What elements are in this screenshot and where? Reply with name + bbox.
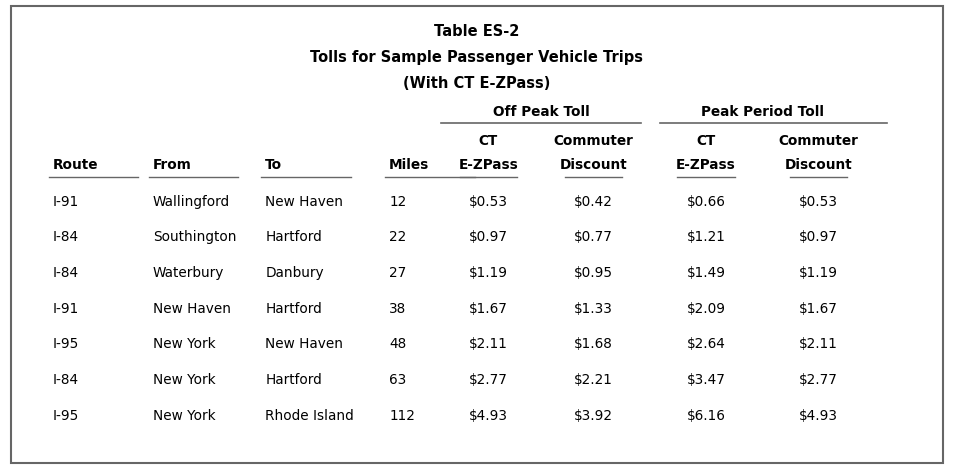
Text: Peak Period Toll: Peak Period Toll	[700, 105, 822, 119]
Text: $1.33: $1.33	[574, 302, 612, 316]
Text: $2.21: $2.21	[574, 373, 612, 387]
Text: $2.11: $2.11	[469, 337, 507, 351]
Text: I-84: I-84	[52, 373, 78, 387]
Text: Miles: Miles	[389, 158, 429, 172]
Text: Table ES-2: Table ES-2	[434, 24, 519, 39]
FancyBboxPatch shape	[11, 6, 942, 463]
Text: I-91: I-91	[52, 302, 79, 316]
Text: $3.92: $3.92	[574, 408, 612, 423]
Text: $0.95: $0.95	[573, 266, 613, 280]
Text: $1.67: $1.67	[799, 302, 837, 316]
Text: Hartford: Hartford	[265, 373, 321, 387]
Text: $4.93: $4.93	[469, 408, 507, 423]
Text: E-ZPass: E-ZPass	[458, 158, 517, 172]
Text: New Haven: New Haven	[265, 195, 343, 209]
Text: To: To	[265, 158, 282, 172]
Text: Route: Route	[52, 158, 98, 172]
Text: E-ZPass: E-ZPass	[676, 158, 735, 172]
Text: $2.64: $2.64	[686, 337, 724, 351]
Text: 12: 12	[389, 195, 406, 209]
Text: (With CT E-ZPass): (With CT E-ZPass)	[403, 76, 550, 91]
Text: $2.09: $2.09	[686, 302, 724, 316]
Text: $1.19: $1.19	[469, 266, 507, 280]
Text: $1.21: $1.21	[686, 230, 724, 244]
Text: $6.16: $6.16	[686, 408, 724, 423]
Text: 48: 48	[389, 337, 406, 351]
Text: $0.97: $0.97	[799, 230, 837, 244]
Text: 27: 27	[389, 266, 406, 280]
Text: New Haven: New Haven	[265, 337, 343, 351]
Text: I-95: I-95	[52, 337, 79, 351]
Text: Hartford: Hartford	[265, 230, 321, 244]
Text: Tolls for Sample Passenger Vehicle Trips: Tolls for Sample Passenger Vehicle Trips	[310, 50, 643, 65]
Text: Discount: Discount	[558, 158, 627, 172]
Text: Southington: Southington	[152, 230, 236, 244]
Text: Hartford: Hartford	[265, 302, 321, 316]
Text: Rhode Island: Rhode Island	[265, 408, 354, 423]
Text: Commuter: Commuter	[778, 134, 858, 148]
Text: New Haven: New Haven	[152, 302, 231, 316]
Text: New York: New York	[152, 337, 215, 351]
Text: $2.77: $2.77	[469, 373, 507, 387]
Text: 63: 63	[389, 373, 406, 387]
Text: CT: CT	[696, 134, 715, 148]
Text: 112: 112	[389, 408, 415, 423]
Text: I-91: I-91	[52, 195, 79, 209]
Text: $0.97: $0.97	[469, 230, 507, 244]
Text: $0.53: $0.53	[799, 195, 837, 209]
Text: $1.68: $1.68	[574, 337, 612, 351]
Text: I-95: I-95	[52, 408, 79, 423]
Text: $2.77: $2.77	[799, 373, 837, 387]
Text: $1.49: $1.49	[686, 266, 724, 280]
Text: Commuter: Commuter	[553, 134, 633, 148]
Text: Waterbury: Waterbury	[152, 266, 224, 280]
Text: $0.42: $0.42	[574, 195, 612, 209]
Text: New York: New York	[152, 373, 215, 387]
Text: I-84: I-84	[52, 230, 78, 244]
Text: $2.11: $2.11	[799, 337, 837, 351]
Text: $0.53: $0.53	[469, 195, 507, 209]
Text: $1.19: $1.19	[799, 266, 837, 280]
Text: From: From	[152, 158, 192, 172]
Text: Off Peak Toll: Off Peak Toll	[492, 105, 589, 119]
Text: $0.77: $0.77	[574, 230, 612, 244]
Text: Danbury: Danbury	[265, 266, 323, 280]
Text: New York: New York	[152, 408, 215, 423]
Text: 38: 38	[389, 302, 406, 316]
Text: $1.67: $1.67	[469, 302, 507, 316]
Text: I-84: I-84	[52, 266, 78, 280]
Text: 22: 22	[389, 230, 406, 244]
Text: $3.47: $3.47	[686, 373, 724, 387]
Text: $4.93: $4.93	[799, 408, 837, 423]
Text: Discount: Discount	[783, 158, 852, 172]
Text: Wallingford: Wallingford	[152, 195, 230, 209]
Text: CT: CT	[478, 134, 497, 148]
Text: $0.66: $0.66	[686, 195, 724, 209]
